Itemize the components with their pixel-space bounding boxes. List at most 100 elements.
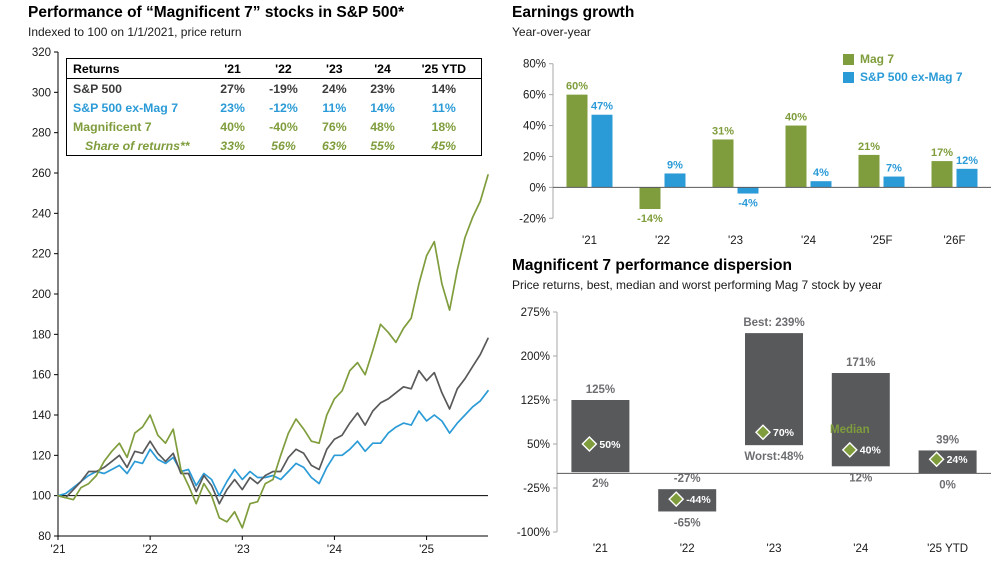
bar-mag7_green (639, 187, 661, 209)
returns-value-cell: -40% (269, 119, 298, 134)
y-tick-label: 275% (521, 307, 550, 319)
earnings-axes: -20% 0% 20% 40% 60% 80% '21 '22 '23 '24 '25F '26F (519, 59, 965, 247)
returns-value-cell: 14% (431, 81, 457, 96)
returns-value-cell: 56% (271, 138, 296, 153)
y-tick-label: -25% (523, 483, 550, 495)
worst-label: 0% (939, 479, 956, 491)
bar-value-label: 7% (886, 163, 902, 175)
returns-row-label: S&P 500 ex-Mag 7 (73, 100, 179, 115)
bar-value-label: 9% (667, 159, 683, 171)
y-tick-label: -20% (519, 213, 546, 225)
x-tick-label: '25F (870, 235, 892, 247)
returns-table-row: Share of returns** 33% 56% 63% 55% 45% (67, 136, 482, 156)
ex-mag7-legend-swatch-icon (843, 71, 854, 83)
bar-value-label: 31% (712, 125, 734, 137)
returns-table: Returns '21 '22 '23 '24 '25 YTD S&P 500 27% -19%… (66, 58, 482, 156)
range-bar (745, 333, 803, 446)
returns-table-header-cell: '21 (224, 61, 241, 76)
returns-value-cell: -19% (269, 81, 298, 96)
x-tick-label: '23 (728, 235, 743, 247)
performance-series (57, 174, 489, 529)
y-tick-label: 20% (523, 151, 546, 163)
performance-line-chart: 80 100 120 140 160 180 200 220 240 260 280 300 320 '2… (32, 47, 489, 556)
returns-table-row: S&P 500 ex-Mag 7 23% -12% 11% 14% 11% (67, 98, 482, 117)
x-tick-label: '25 (419, 544, 434, 556)
bar-value-label: 4% (813, 167, 829, 179)
median-diamond-icon (755, 424, 771, 441)
x-tick-label: '22 (655, 235, 670, 247)
x-tick-label: '24 (327, 544, 343, 556)
returns-value-cell: 23% (370, 81, 395, 96)
dispersion-axes: -100% -25% 50% 125% 200% 275% '21 '22 '23 '24 '25 … (517, 307, 991, 555)
returns-value-cell: 27% (220, 81, 245, 96)
range-bar (831, 373, 890, 467)
bar-value-label: -14% (637, 213, 663, 225)
x-tick-label: '26F (943, 235, 965, 247)
returns-table-header-cell: '25 YTD (421, 61, 466, 76)
returns-table-row: S&P 500 27% -19% 24% 23% 14% (67, 79, 482, 99)
median-label: -44% (686, 494, 711, 506)
returns-value-cell: 18% (431, 119, 457, 134)
returns-row-label: Magnificent 7 (73, 119, 152, 134)
bar-mag7_green (712, 139, 734, 188)
median-label: 40% (860, 445, 882, 457)
returns-value-cell: 11% (431, 100, 456, 115)
performance-title: Performance of “Magnificent 7” stocks in… (28, 4, 405, 21)
y-tick-label: 240 (32, 208, 51, 220)
y-tick-label: 50% (527, 439, 550, 451)
y-tick-label: 0% (529, 182, 546, 194)
bar-ex_mag7_blue (956, 168, 978, 188)
returns-table-header-row: Returns '21 '22 '23 '24 '25 YTD (66, 59, 482, 79)
x-tick-label: '22 (680, 543, 695, 555)
best-label: -27% (674, 473, 701, 485)
returns-value-cell: 55% (370, 138, 395, 153)
x-tick-label: '25 YTD (927, 543, 968, 555)
x-tick-label: '21 (51, 544, 66, 556)
y-tick-label: 180 (32, 329, 51, 341)
returns-table-header-cell: Returns (73, 61, 120, 76)
bar-value-label: 47% (591, 101, 613, 113)
returns-value-cell: 11% (322, 100, 347, 115)
bar-ex_mag7_blue (810, 181, 832, 188)
returns-value-cell: 45% (431, 138, 457, 153)
bar-value-label: -4% (738, 198, 758, 210)
bar-value-label: 40% (785, 112, 807, 124)
earnings-legend: Mag 7 S&P 500 ex-Mag 7 (843, 52, 963, 88)
bar-value-label: 60% (566, 81, 588, 93)
series-line-ex_mag7_blue (57, 389, 489, 497)
bar-value-label: 12% (956, 155, 978, 167)
earnings-bar-chart: -20% 0% 20% 40% 60% 80% '21 '22 '23 '24 '25F '26F 60… (519, 59, 991, 247)
range-bar (571, 400, 630, 473)
dispersion-bars (571, 333, 977, 512)
returns-row-label: Share of returns** (85, 138, 190, 153)
bar-mag7_green (931, 161, 953, 188)
series-line-mag7_green (57, 174, 489, 529)
dispersion-title: Magnificent 7 performance dispersion (512, 257, 792, 274)
returns-value-cell: 24% (322, 81, 347, 96)
dispersion-range-chart: -100% -25% 50% 125% 200% 275% '21 '22 '23 '24 '25 … (517, 307, 991, 555)
y-tick-label: 80% (523, 59, 546, 71)
worst-label: Worst:48% (744, 451, 803, 463)
returns-table-header-cell: '23 (326, 61, 343, 76)
mag7-legend-swatch-icon (843, 53, 854, 65)
median-annotation: Median (830, 424, 870, 436)
y-tick-label: 140 (32, 410, 51, 422)
bar-value-label: 17% (931, 147, 953, 159)
y-tick-label: 40% (523, 121, 546, 133)
returns-value-cell: -12% (269, 100, 298, 115)
earnings-bars (566, 94, 978, 209)
returns-value-cell: 63% (322, 138, 347, 153)
returns-table-row: Magnificent 7 40% -40% 76% 48% 18% (67, 117, 482, 136)
best-label: Best: 239% (743, 317, 804, 329)
y-tick-label: 220 (32, 249, 51, 261)
returns-table-header-cell: '22 (275, 61, 292, 76)
median-label: 24% (947, 454, 969, 466)
y-tick-label: 60% (523, 90, 546, 102)
x-tick-label: '23 (767, 543, 782, 555)
y-tick-label: 320 (32, 47, 51, 59)
best-label: 171% (846, 357, 875, 369)
median-diamond-icon (841, 441, 858, 458)
x-tick-label: '21 (593, 543, 608, 555)
bar-value-label: 21% (858, 141, 880, 153)
